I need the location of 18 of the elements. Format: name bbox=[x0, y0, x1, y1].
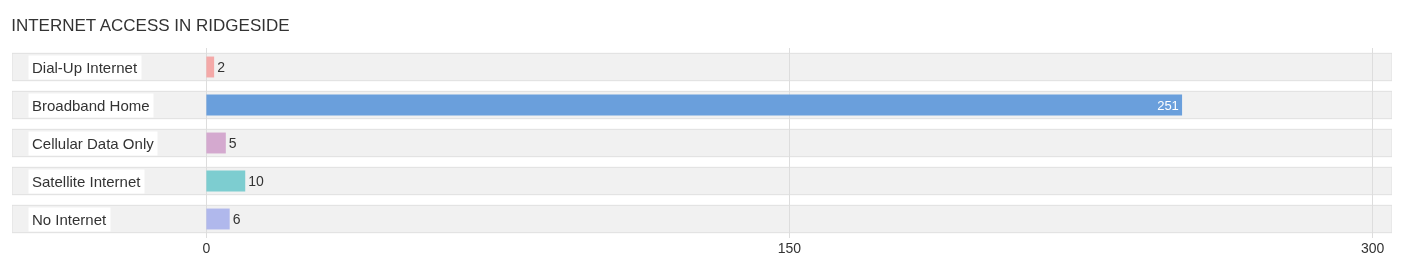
data-label: 10 bbox=[248, 173, 265, 189]
y-tick-label: Broadband Home bbox=[32, 97, 150, 114]
y-tick-label: No Internet bbox=[32, 211, 108, 228]
data-label: 251 bbox=[1157, 97, 1179, 113]
chart-title: INTERNET ACCESS IN RIDGESIDE bbox=[11, 15, 290, 35]
bar bbox=[206, 132, 226, 154]
y-tick-label: Dial-Up Internet bbox=[32, 59, 138, 76]
x-tick-label: 0 bbox=[202, 240, 211, 256]
bar bbox=[206, 56, 215, 78]
data-label: 2 bbox=[217, 59, 226, 75]
bar bbox=[206, 170, 246, 192]
bar bbox=[206, 208, 230, 230]
y-tick-label: Cellular Data Only bbox=[32, 135, 155, 152]
y-tick-label: Satellite Internet bbox=[32, 173, 142, 190]
data-label: 5 bbox=[228, 135, 237, 151]
x-tick-label: 150 bbox=[777, 240, 802, 256]
x-tick-label: 300 bbox=[1360, 240, 1385, 256]
data-label: 6 bbox=[232, 211, 241, 227]
